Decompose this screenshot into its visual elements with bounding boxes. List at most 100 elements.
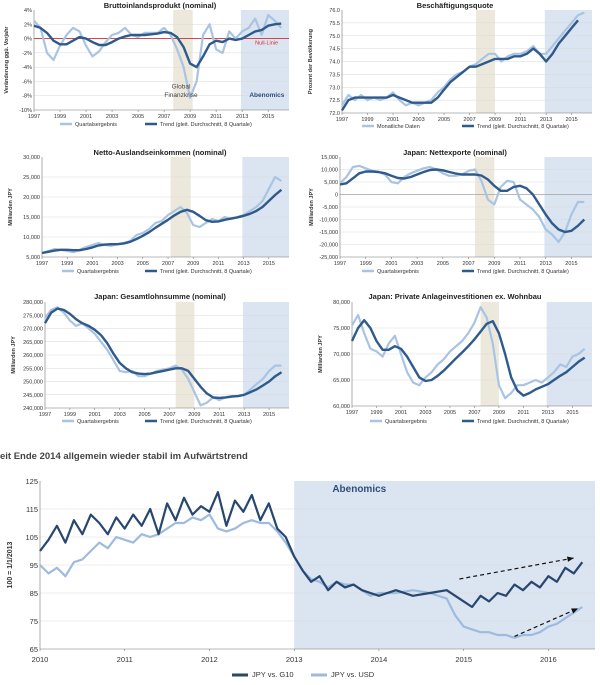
x-tick-label: 2013 — [540, 117, 552, 123]
annotation: Null-Linie — [255, 40, 278, 46]
x-tick-label: 2012 — [201, 655, 218, 664]
y-tick-label: 65 — [30, 645, 38, 654]
annotation: Global — [172, 84, 191, 91]
y-tick-label: 76.0 — [329, 8, 340, 14]
y-tick-label: 0% — [24, 37, 32, 43]
x-tick-label: 2007 — [163, 412, 175, 418]
legend-label: Trend (gleit. Durchschnitt, 8 Quartale) — [160, 419, 252, 425]
y-tick-label: 10,000 — [23, 235, 40, 241]
x-tick-label: 2013 — [238, 261, 250, 267]
legend-label: Trend (gleit. Durchschnitt, 8 Quartale) — [160, 269, 252, 275]
legend-label: Trend (gleit. Durchschnitt, 8 Quartale) — [477, 124, 569, 130]
trend-arrow — [459, 557, 574, 580]
x-tick-label: 2011 — [213, 412, 225, 418]
chart-jpy: 65 75 85 95 105 115 125 2010 2011 2012 2013 2014 201… — [7, 477, 595, 679]
y-tick-label: 30,000 — [23, 155, 40, 161]
y-axis-label: Milliarden JPY — [318, 335, 324, 373]
chart-wages: 240,000 245,000 250,000 255,000 260,000 265,0… — [11, 292, 289, 425]
x-tick-label: 1999 — [360, 261, 372, 267]
chart-title: Japan: Private Anlageinvestitionen ex. W… — [369, 292, 542, 301]
y-tick-label: 275,000 — [23, 313, 43, 319]
x-tick-label: 2015 — [263, 412, 275, 418]
y-tick-label: 5,000 — [26, 255, 40, 261]
chart-title: Japan: Nettexporte (nominal) — [403, 148, 507, 157]
trend-arrow — [514, 607, 579, 637]
series-line-trend — [33, 22, 282, 69]
y-tick-label: 250,000 — [23, 380, 43, 386]
x-tick-label: 2003 — [419, 410, 431, 416]
y-tick-label: 60,000 — [333, 404, 350, 410]
abenomics-shade — [242, 157, 289, 257]
legend-label: JPY vs. G10 — [252, 670, 294, 679]
x-tick-label: 2005 — [437, 261, 449, 267]
y-tick-label: 115 — [26, 505, 38, 514]
x-tick-label: 2001 — [86, 261, 98, 267]
y-axis-label: Veränderung ggü. Vorjahr — [4, 26, 10, 94]
y-axis-label: Milliarden JPY — [8, 188, 14, 226]
chart-title: Bruttoinlandsprodukt (nominal) — [104, 1, 217, 10]
series-line-trend — [350, 319, 586, 397]
y-tick-label: 70,000 — [333, 352, 350, 358]
x-tick-label: 2001 — [395, 410, 407, 416]
y-tick-label: -25,000 — [319, 255, 338, 261]
x-tick-label: 2015 — [566, 410, 578, 416]
x-tick-label: 1997 — [336, 117, 348, 123]
trend-arrow-head — [566, 556, 574, 562]
chart-investment: 60,000 65,000 70,000 75,000 80,000 1997 1999 20… — [318, 292, 592, 425]
x-tick-label: 1997 — [334, 261, 346, 267]
x-tick-label: 2009 — [187, 261, 199, 267]
x-tick-label: 2015 — [455, 655, 472, 664]
y-tick-label: 270,000 — [23, 327, 43, 333]
x-tick-label: 2001 — [89, 412, 101, 418]
chart-title: Beschäftigungsquote — [417, 1, 494, 10]
y-axis-label: Prozent der Bevölkerung — [308, 29, 314, 94]
y-tick-label: 240,000 — [23, 406, 43, 412]
y-tick-label: 75,000 — [333, 326, 350, 332]
chart-gdp: -10% -8% -6% -4% -2% 0% 2% 4% 1997 1999 2001 2003 20… — [4, 1, 289, 128]
x-tick-label: 2009 — [489, 117, 501, 123]
x-tick-label: 2013 — [238, 412, 250, 418]
y-tick-label: 0 — [335, 193, 338, 199]
series-line-trend — [41, 188, 283, 255]
y-tick-label: 4% — [24, 8, 32, 14]
x-tick-label: 2001 — [385, 261, 397, 267]
x-tick-label: 2005 — [138, 412, 150, 418]
x-tick-label: 2011 — [518, 410, 530, 416]
chart-title: Netto-Auslandseinkommen (nominal) — [94, 148, 227, 157]
x-tick-label: 2003 — [412, 117, 424, 123]
x-tick-label: 2007 — [462, 261, 474, 267]
y-tick-label: 25,000 — [23, 175, 40, 181]
legend-label: Quartalsergebnis — [77, 269, 119, 275]
trend-arrow-head — [571, 608, 579, 614]
x-tick-label: 2013 — [286, 655, 303, 664]
series-line-trend — [339, 168, 586, 234]
x-tick-label: 2011 — [210, 114, 222, 120]
y-tick-label: -10% — [19, 108, 32, 114]
y-tick-label: 72.5 — [329, 98, 340, 104]
x-tick-label: 2007 — [468, 410, 480, 416]
chart-employment: 72.0 72.5 73.0 73.5 74.0 74.5 75.0 75.5 76.0 1997… — [308, 1, 592, 130]
x-tick-label: 2015 — [263, 261, 275, 267]
annotation: Finanzkrise — [164, 92, 198, 99]
y-tick-label: -8% — [22, 94, 32, 100]
legend-label: Trend (gleit. Durchschnitt, 8 Quartale) — [160, 122, 252, 128]
x-tick-label: 2013 — [540, 261, 552, 267]
y-tick-label: -4% — [22, 65, 32, 71]
series-line-g10 — [39, 491, 584, 609]
legend-label: Trend (gleit. Durchschnitt, 8 Quartale) — [477, 269, 569, 275]
y-tick-label: 74.0 — [329, 60, 340, 66]
y-tick-label: -10,000 — [319, 218, 338, 224]
y-tick-label: 80,000 — [333, 300, 350, 306]
x-tick-label: 2009 — [184, 114, 196, 120]
y-tick-label: 95 — [30, 561, 38, 570]
y-tick-label: 280,000 — [23, 300, 43, 306]
y-tick-label: 2% — [24, 22, 32, 28]
x-tick-label: 2009 — [488, 261, 500, 267]
legend-label: Quartalsergebnis — [77, 419, 119, 425]
y-tick-label: 245,000 — [23, 393, 43, 399]
legend-label: Monatliche Daten — [377, 124, 420, 130]
x-tick-label: 2005 — [444, 410, 456, 416]
legend-label: Trend (gleit. Durchschnitt, 8 Quartale) — [477, 419, 569, 425]
y-tick-label: -6% — [22, 79, 32, 85]
